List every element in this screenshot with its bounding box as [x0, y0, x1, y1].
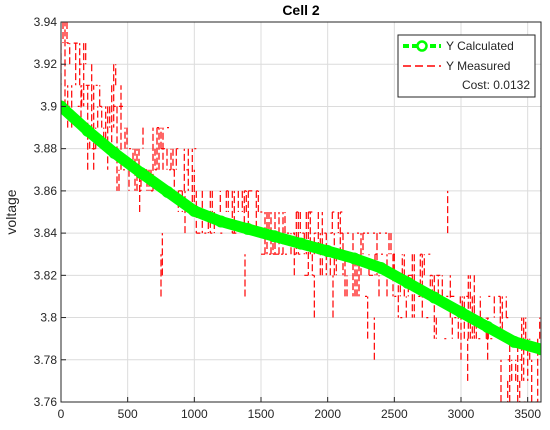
y-calculated-point — [481, 321, 494, 334]
y-calculated-point — [215, 215, 227, 228]
x-tick-label: 1500 — [248, 407, 275, 421]
y-calculated-point — [108, 146, 121, 159]
y-tick-label: 3.88 — [34, 142, 58, 156]
y-calculated-point — [428, 291, 441, 304]
y-calculated-point — [375, 261, 387, 274]
y-tick-label: 3.86 — [34, 184, 58, 198]
y-calculated-point — [135, 166, 147, 179]
y-calculated-line — [61, 100, 541, 355]
series-y-measured — [61, 22, 541, 402]
x-tick-label: 3500 — [514, 407, 541, 421]
y-calculated-point — [321, 245, 334, 258]
x-tick-label: 3000 — [448, 407, 475, 421]
y-tick-label: 3.94 — [34, 15, 58, 29]
legend-label-y-measured: Y Measured — [446, 59, 510, 73]
plot-frame — [60, 21, 542, 403]
x-tick-label: 2000 — [314, 407, 341, 421]
y-axis-label: voltage — [3, 189, 19, 234]
y-calculated-point — [348, 252, 361, 265]
x-tick-label: 2500 — [381, 407, 408, 421]
cost-annotation: Cost: 0.0132 — [462, 78, 530, 92]
y-tick-label: 3.84 — [34, 226, 58, 240]
legend-marker-y-calculated — [416, 40, 428, 52]
y-calculated-point — [81, 124, 94, 137]
y-calculated-point — [508, 335, 521, 348]
x-tick-label: 1000 — [181, 407, 208, 421]
y-tick-label: 3.82 — [34, 268, 58, 282]
y-tick-label: 3.8 — [40, 311, 57, 325]
x-tick-label: 0 — [58, 407, 65, 421]
y-tick-label: 3.76 — [34, 395, 58, 409]
x-tick-label: 500 — [118, 407, 138, 421]
y-calculated-point — [455, 306, 467, 319]
y-tick-label: 3.92 — [34, 57, 58, 71]
y-calculated-point — [535, 343, 541, 356]
legend: Y Calculated Y Measured Cost: 0.0132 — [397, 34, 536, 98]
legend-label-y-calculated: Y Calculated — [446, 39, 514, 53]
y-calculated-point — [241, 222, 254, 235]
y-calculated-point — [401, 276, 414, 289]
y-tick-label: 3.78 — [34, 353, 58, 367]
y-calculated-point — [268, 230, 281, 243]
y-calculated-point — [295, 237, 307, 250]
y-calculated-point — [161, 185, 174, 198]
y-calculated-point — [188, 204, 201, 217]
chart-title: Cell 2 — [282, 2, 320, 18]
y-tick-label: 3.9 — [40, 99, 57, 113]
axes: 0 500 1000 1500 2000 2500 3000 3500 3.76 3.78 3.8 3… — [34, 15, 542, 421]
series-y-calculated — [61, 100, 541, 356]
